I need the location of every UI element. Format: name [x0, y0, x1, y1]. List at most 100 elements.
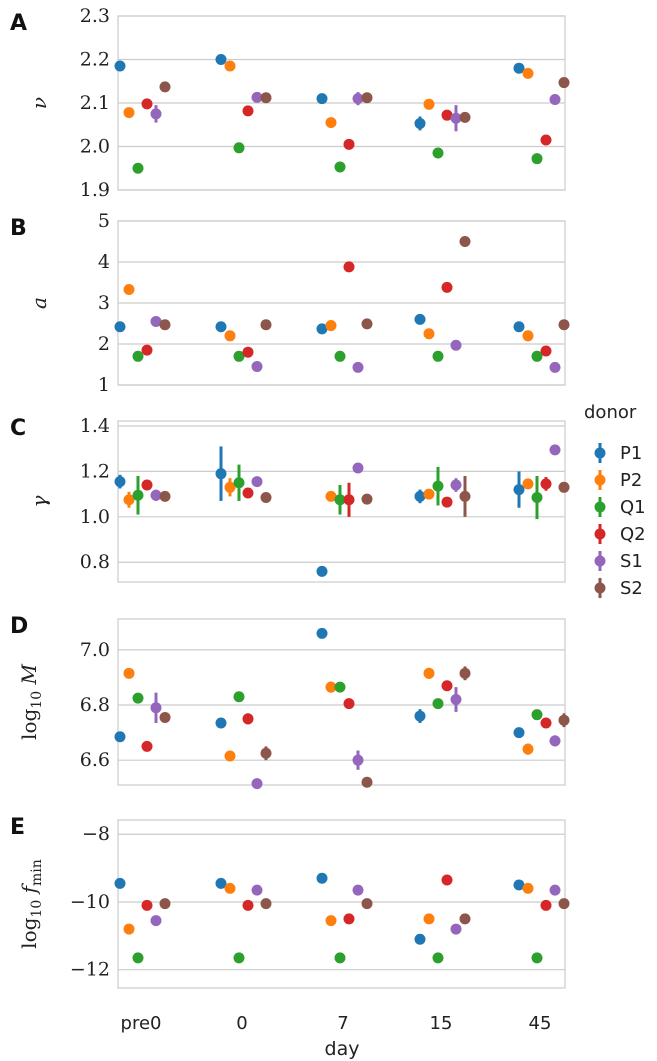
data-point-q1: [432, 480, 444, 492]
panels: 1.9 2.0 2.1 2.2 2.3 Aν 1 2 3 4 5 Ba 0.8 1.0 1.2 1.4 Cγ 6.…: [10, 5, 570, 989]
data-point-q2: [540, 478, 552, 490]
data-point-s1: [251, 361, 263, 373]
data-point-s1: [150, 489, 162, 501]
y-tick-label: 7.0: [80, 639, 110, 661]
data-point-p2: [423, 913, 435, 925]
data-point-s1: [150, 915, 162, 927]
x-axis-label: day: [325, 1038, 360, 1060]
data-point-s2: [459, 667, 471, 679]
data-point-s2: [361, 493, 373, 505]
data-point-s1: [150, 108, 162, 120]
data-point-p2: [522, 67, 534, 79]
y-axis-label: log10 M: [17, 664, 45, 740]
data-point-s2: [459, 913, 471, 925]
data-point-s2: [159, 711, 171, 723]
legend-marker: [594, 474, 606, 486]
y-tick-label: 1.2: [80, 460, 110, 482]
data-point-p2: [224, 882, 236, 894]
data-point-s2: [159, 319, 171, 331]
y-axis-label: γ: [27, 495, 51, 507]
data-point-s1: [352, 462, 364, 474]
data-point-s2: [361, 318, 373, 330]
data-point-p2: [423, 488, 435, 500]
data-point-p1: [114, 321, 126, 333]
data-point-s1: [352, 884, 364, 896]
data-point-s2: [260, 492, 272, 504]
data-point-q1: [334, 681, 346, 693]
data-point-s2: [558, 714, 570, 726]
data-point-p2: [325, 320, 337, 332]
data-point-s2: [159, 490, 171, 502]
data-point-p1: [114, 877, 126, 889]
data-point-q1: [334, 494, 346, 506]
plot-frame: [117, 220, 566, 386]
data-point-p1: [414, 710, 426, 722]
data-point-s2: [260, 747, 272, 759]
data-point-q1: [334, 161, 346, 173]
y-tick-label: −8: [82, 823, 110, 845]
data-point-p1: [414, 490, 426, 502]
data-point-q2: [540, 134, 552, 146]
data-point-q1: [531, 153, 543, 165]
data-point-q1: [233, 691, 245, 703]
data-point-q1: [233, 952, 245, 964]
data-point-p1: [414, 933, 426, 945]
data-point-q1: [334, 350, 346, 362]
data-point-q1: [132, 162, 144, 174]
data-point-s2: [361, 898, 373, 910]
data-point-q2: [141, 98, 153, 110]
data-point-s1: [549, 94, 561, 106]
y-axis-label: ν: [27, 97, 51, 109]
panel-b: 1 2 3 4 5 Ba: [10, 210, 570, 396]
y-tick-label: −12: [70, 959, 110, 981]
data-point-p1: [316, 93, 328, 105]
y-tick-label: −10: [70, 891, 110, 913]
data-point-p2: [325, 915, 337, 927]
data-point-s1: [251, 476, 263, 488]
y-tick-label: 2.0: [80, 136, 110, 158]
data-point-s1: [549, 735, 561, 747]
y-tick-label: 4: [98, 251, 110, 273]
legend-label: P2: [620, 470, 642, 491]
data-point-q1: [132, 350, 144, 362]
data-point-q1: [432, 350, 444, 362]
y-tick-label: 1: [98, 374, 110, 396]
data-point-p1: [316, 565, 328, 577]
data-point-q2: [343, 494, 355, 506]
data-point-s1: [150, 702, 162, 714]
data-point-q1: [233, 142, 245, 154]
data-point-p2: [325, 490, 337, 502]
y-axis-label: a: [27, 297, 51, 309]
data-point-q1: [132, 489, 144, 501]
data-point-q2: [141, 344, 153, 356]
data-point-s1: [251, 884, 263, 896]
y-tick-label: 1.9: [80, 179, 110, 201]
y-tick-label: 6.6: [80, 749, 110, 771]
y-tick-label: 1.0: [80, 506, 110, 528]
data-point-q2: [343, 261, 355, 273]
data-point-p1: [316, 627, 328, 639]
data-point-p2: [522, 330, 534, 342]
data-point-s2: [558, 898, 570, 910]
data-point-q2: [441, 109, 453, 121]
x-tick-label: 15: [430, 1013, 453, 1034]
data-point-q2: [242, 487, 254, 499]
data-point-s2: [159, 81, 171, 93]
data-point-q1: [132, 952, 144, 964]
data-point-s1: [251, 91, 263, 103]
data-point-q2: [540, 717, 552, 729]
x-axis: pre0 0 7 15 45 day: [121, 1013, 552, 1060]
data-point-s1: [150, 315, 162, 327]
data-point-p2: [123, 283, 135, 295]
data-point-s1: [450, 339, 462, 351]
data-point-s2: [459, 490, 471, 502]
panel-label: B: [10, 216, 27, 241]
x-tick-label: pre0: [121, 1013, 162, 1034]
data-point-q1: [432, 147, 444, 159]
data-point-p1: [215, 877, 227, 889]
y-tick-label: 5: [98, 210, 110, 232]
legend-item-p1: P1: [594, 443, 642, 464]
data-point-s2: [361, 776, 373, 788]
legend-label: S1: [620, 551, 643, 572]
